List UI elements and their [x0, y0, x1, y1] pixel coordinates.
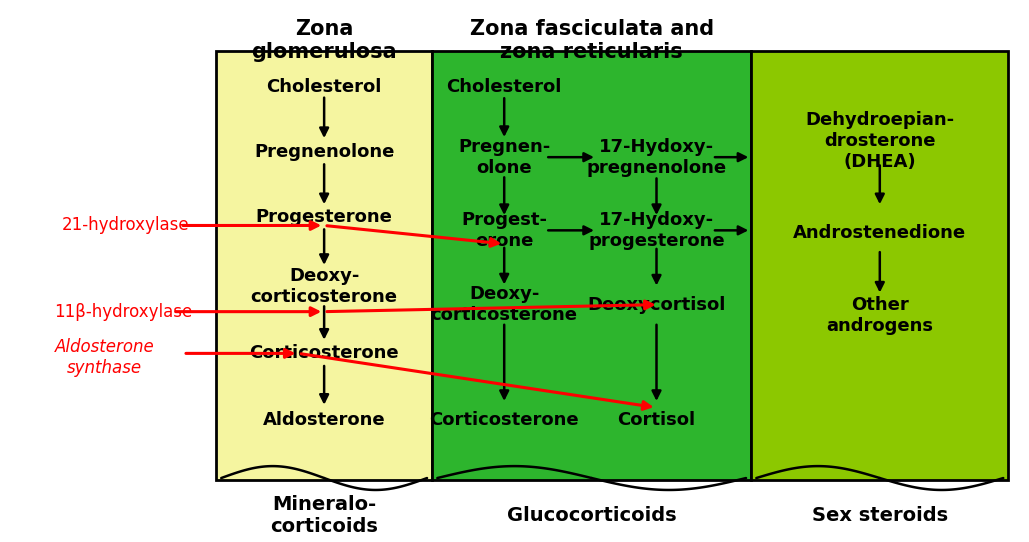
Text: Progesterone: Progesterone: [255, 208, 393, 226]
Text: Cholesterol: Cholesterol: [447, 78, 562, 96]
Text: Zona fasciculata and
zona reticularis: Zona fasciculata and zona reticularis: [469, 19, 714, 62]
Text: Deoxy-
corticosterone: Deoxy- corticosterone: [251, 267, 397, 306]
Text: Glucocorticoids: Glucocorticoids: [507, 506, 676, 526]
Text: 21-hydroxylase: 21-hydroxylase: [62, 216, 189, 235]
Text: 11β-hydroxylase: 11β-hydroxylase: [55, 302, 192, 321]
Text: Sex steroids: Sex steroids: [812, 506, 948, 526]
Bar: [751, 51, 1008, 480]
Text: Androstenedione: Androstenedione: [793, 224, 966, 242]
Bar: [216, 51, 432, 480]
Text: Aldosterone
synthase: Aldosterone synthase: [55, 338, 154, 377]
Text: Cortisol: Cortisol: [617, 411, 696, 429]
Text: Mineralo-
corticoids: Mineralo- corticoids: [271, 495, 378, 537]
Text: Deoxycortisol: Deoxycortisol: [588, 295, 725, 314]
Text: Pregnenolone: Pregnenolone: [254, 143, 394, 161]
Text: Cholesterol: Cholesterol: [267, 78, 382, 96]
Text: Zona
glomerulosa: Zona glomerulosa: [251, 19, 397, 62]
Text: Pregnen-
olone: Pregnen- olone: [458, 138, 551, 177]
Bar: [432, 51, 751, 480]
Text: Deoxy-
corticosterone: Deoxy- corticosterone: [431, 285, 577, 324]
Text: Corticosterone: Corticosterone: [249, 344, 399, 363]
Text: 17-Hydoxy-
progesterone: 17-Hydoxy- progesterone: [589, 211, 724, 250]
Text: Other
androgens: Other androgens: [826, 296, 933, 335]
Text: Dehydroepian-
drosterone
(DHEA): Dehydroepian- drosterone (DHEA): [806, 111, 954, 171]
Text: 17-Hydoxy-
pregnenolone: 17-Hydoxy- pregnenolone: [587, 138, 726, 177]
Text: Progest-
erone: Progest- erone: [461, 211, 547, 250]
Text: Aldosterone: Aldosterone: [262, 411, 386, 429]
Text: Corticosterone: Corticosterone: [429, 411, 579, 429]
